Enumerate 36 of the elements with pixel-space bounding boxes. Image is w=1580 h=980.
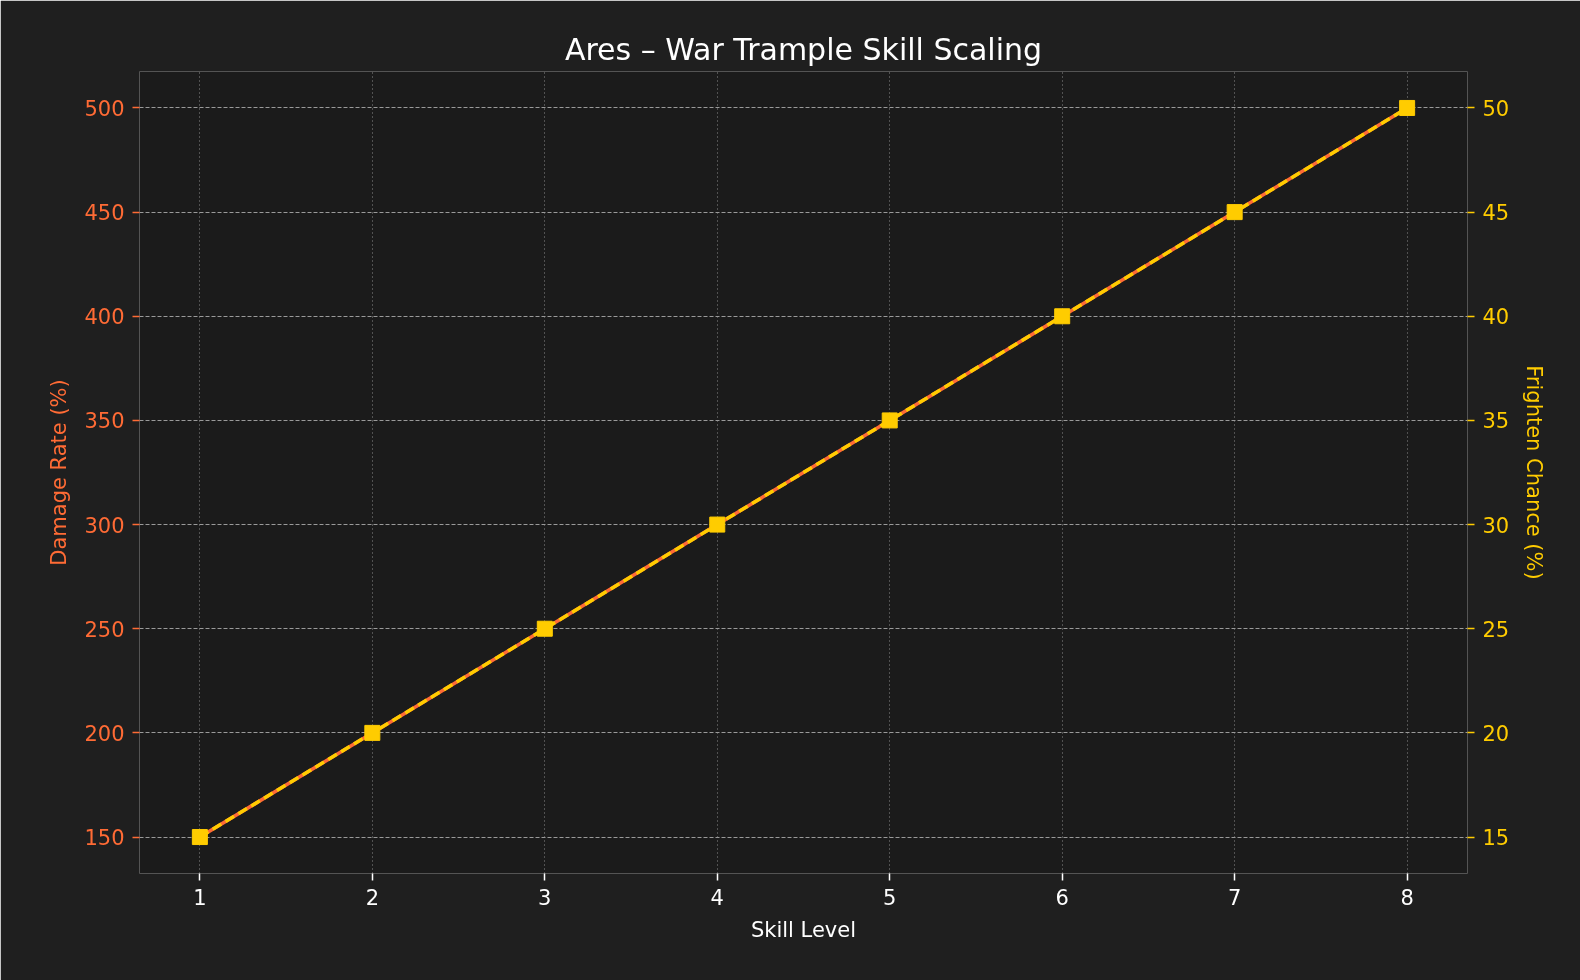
x-axis-title: Skill Level: [750, 917, 857, 942]
y-tick-label: 450: [84, 201, 125, 226]
point: [536, 620, 553, 637]
point: [709, 516, 726, 533]
y-tick-label: 300: [84, 513, 125, 538]
chart-title: Ares – War Trample Skill Scaling: [564, 31, 1043, 67]
point: [881, 412, 898, 429]
x-tick-label: 5: [883, 885, 897, 910]
y2-tick-label: 20: [1482, 721, 1510, 746]
point: [364, 724, 381, 741]
y-tick-label: 350: [84, 409, 125, 434]
point: [1054, 308, 1071, 325]
x-tick-label: 3: [538, 885, 552, 910]
y2-tick-label: 15: [1482, 826, 1510, 851]
x-tick-label: 8: [1400, 885, 1414, 910]
y2-tick-label: 30: [1482, 513, 1510, 538]
y2-tick-label: 40: [1482, 305, 1510, 330]
y-tick-label: 250: [84, 617, 125, 642]
point: [1226, 204, 1243, 221]
point: [191, 829, 208, 846]
x-tick-label: 7: [1227, 885, 1242, 910]
x-tick-label: 6: [1055, 885, 1069, 910]
y2-tick-label: 25: [1482, 617, 1510, 642]
y2-tick-label: 35: [1482, 409, 1510, 434]
y-tick-label: 200: [84, 721, 125, 746]
x-tick-label: 1: [193, 885, 207, 910]
y-tick-label: 150: [84, 826, 125, 851]
y2-tick-label: 50: [1482, 96, 1510, 121]
y2-axis-title: Frighten Chance (%): [1522, 365, 1547, 580]
y-tick-label: 400: [84, 305, 125, 330]
x-tick-label: 4: [710, 885, 724, 910]
x-tick-label: 2: [365, 885, 380, 910]
point: [1399, 99, 1416, 116]
y-axis-title: Damage Rate (%): [47, 379, 72, 566]
y-tick-label: 500: [84, 96, 125, 121]
y2-tick-label: 45: [1482, 201, 1510, 226]
